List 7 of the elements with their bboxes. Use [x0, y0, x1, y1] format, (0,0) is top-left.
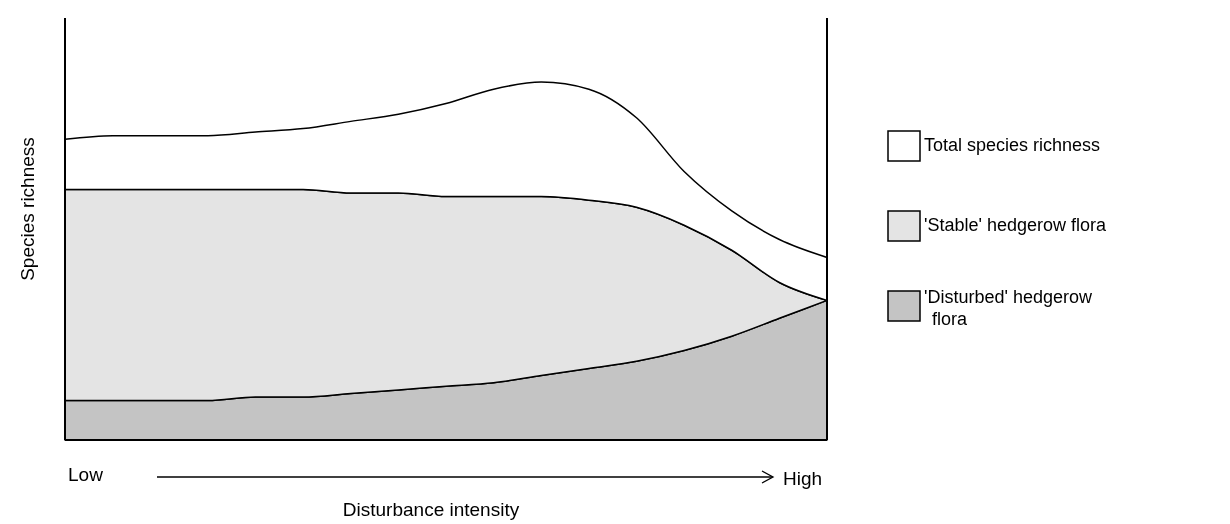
legend-label: 'Stable' hedgerow flora [924, 215, 1107, 235]
legend-label: 'Disturbed' hedgerow flora [924, 287, 1093, 329]
text: High [783, 468, 823, 489]
x-axis-title: Disturbance intensity [342, 499, 520, 520]
text: Low [68, 464, 104, 485]
y-axis-title: Species richness [17, 137, 38, 281]
legend-label: Total species richness [924, 135, 1101, 155]
